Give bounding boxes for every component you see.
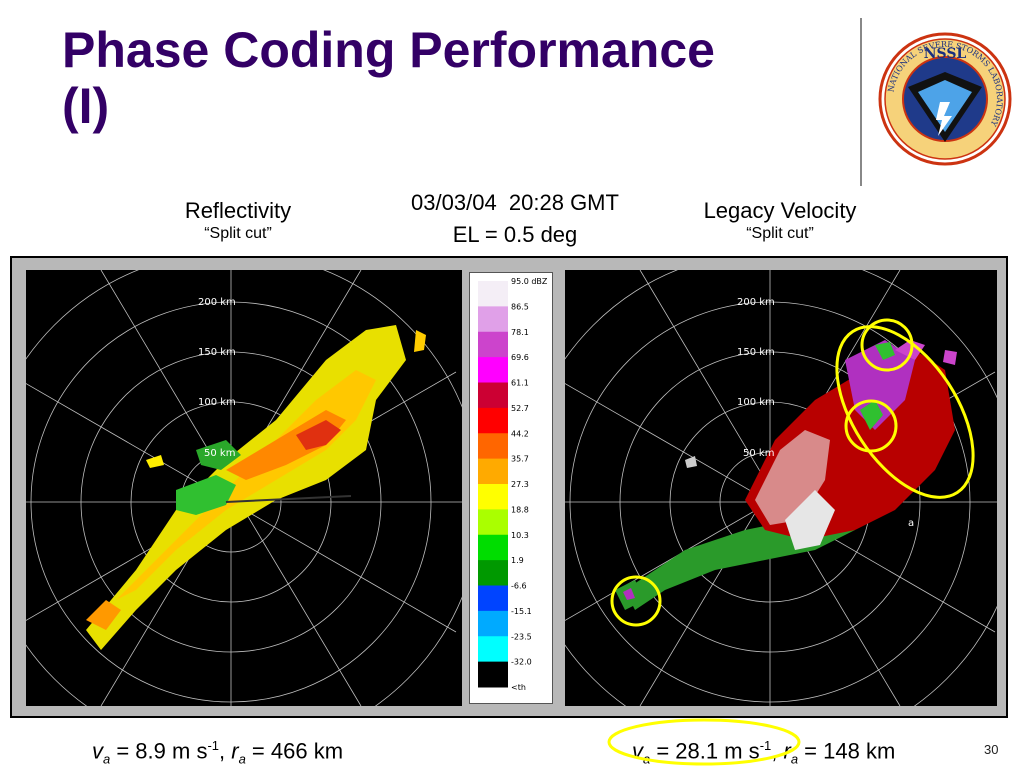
- colorbar-segment: [478, 407, 508, 434]
- right-v-symbol: v: [632, 738, 643, 764]
- slide-title-line1: Phase Coding Performance: [62, 22, 715, 78]
- colorbar-segment: [478, 433, 508, 460]
- right-caption-sub: “Split cut”: [746, 225, 814, 242]
- left-r-value: = 466 km: [245, 738, 344, 764]
- colorbar-tick-label: -23.5: [511, 632, 532, 641]
- colorbar-tick-label: 44.2: [511, 429, 529, 438]
- colorbar-tick-label: 10.3: [511, 531, 529, 540]
- highlight-circle-bottom-left: [610, 575, 662, 627]
- colorbar-segment: [478, 331, 508, 358]
- range-label-200-right: 200 km: [737, 297, 775, 308]
- range-label-150-right: 150 km: [737, 347, 775, 358]
- highlight-circles: [610, 318, 975, 627]
- nyquist-highlight-ellipse: [607, 718, 801, 766]
- left-caption-sub: “Split cut”: [204, 225, 272, 242]
- radial-artifact: [225, 495, 352, 503]
- left-nyquist-equation: va = 8.9 m s-1, ra = 466 km: [92, 732, 343, 774]
- colorbar-tick-label: <th: [511, 683, 526, 692]
- colorbar-segment: [478, 357, 508, 383]
- left-v-value: = 8.9 m s: [110, 738, 208, 764]
- colorbar-tick-label: 18.8: [511, 505, 529, 514]
- colorbar-tick-label: 86.5: [511, 302, 529, 311]
- right-caption-title: Legacy Velocity: [703, 198, 857, 223]
- right-r-value: = 148 km: [798, 738, 896, 764]
- left-v-sub: a: [103, 751, 111, 767]
- left-separator: ,: [219, 738, 232, 764]
- colorbar-segment: [478, 661, 508, 688]
- colorbar-tick-label: 61.1: [511, 379, 529, 388]
- colorbar-tick-label: 1.9: [511, 556, 524, 565]
- colorbar-tick-label: -6.6: [511, 582, 527, 591]
- range-label-100-right: 100 km: [737, 397, 775, 408]
- colorbar-segment: [478, 585, 508, 612]
- highlight-circle-top: [860, 318, 914, 372]
- right-caption: Legacy Velocity “Split cut”: [670, 198, 890, 244]
- center-caption: 03/03/04 20:28 GMT EL = 0.5 deg: [380, 188, 650, 252]
- slide-title: Phase Coding Performance (I): [62, 22, 715, 134]
- range-labels-right: 200 km 150 km 100 km 50 km a: [737, 297, 914, 529]
- range-label-100: 100 km: [198, 397, 236, 408]
- left-r-sub: a: [238, 751, 246, 767]
- reflectivity-panel: 200 km 150 km 100 km 50 km: [26, 270, 462, 706]
- colorbar-segment: [478, 636, 508, 663]
- left-v-sup: -1: [207, 738, 220, 753]
- range-marker-a: a: [908, 518, 914, 529]
- right-v-sup: -1: [759, 738, 772, 753]
- slide-title-line2: (I): [62, 78, 110, 134]
- colorbar-segment: [478, 534, 508, 561]
- elevation-label: EL = 0.5 deg: [452, 222, 578, 247]
- right-r-sub: a: [790, 751, 799, 767]
- colorbar-tick-label: 27.3: [511, 480, 529, 489]
- colorbar-tick-label: 52.7: [511, 404, 529, 413]
- logo-nssl-text: NSSL: [924, 46, 967, 62]
- velocity-image: 200 km 150 km 100 km 50 km a: [565, 270, 997, 706]
- colorbar-segment: [478, 484, 508, 510]
- right-v-value: = 28.1 m s: [650, 738, 760, 764]
- slide-number: 30: [984, 742, 999, 757]
- left-v-symbol: v: [92, 738, 103, 764]
- colorbar-segment: [478, 281, 508, 307]
- colorbar-tick-label: 35.7: [511, 455, 529, 464]
- colorbar-segment: [478, 610, 508, 637]
- colorbar-segment: [478, 306, 508, 333]
- reflectivity-image: 200 km 150 km 100 km 50 km: [26, 270, 462, 706]
- right-separator: ,: [771, 738, 784, 764]
- colorbar-tick-label: 95.0 dBZ: [511, 277, 548, 286]
- colorbar-tick-label: 69.6: [511, 353, 529, 362]
- datetime-label: 03/03/04 20:28 GMT: [411, 190, 619, 215]
- right-r-symbol: r: [783, 738, 791, 764]
- range-labels-left: 200 km 150 km 100 km 50 km: [198, 297, 236, 459]
- colorbar-tick-label: -15.1: [511, 607, 532, 616]
- title-divider: [860, 18, 862, 186]
- range-label-50: 50 km: [204, 448, 235, 459]
- range-label-200: 200 km: [198, 297, 236, 308]
- left-r-symbol: r: [231, 738, 239, 764]
- nssl-logo: NSSL NATIONAL SEVERE STORMS LABORATORY: [878, 32, 1012, 166]
- colorbar-segment: [478, 382, 508, 409]
- left-caption: Reflectivity “Split cut”: [148, 198, 328, 244]
- left-caption-title: Reflectivity: [184, 198, 292, 223]
- colorbar-segment: [478, 458, 508, 485]
- highlight-circle-middle: [844, 399, 898, 453]
- colorbar: 95.0 dBZ 86.5 78.1 69.6 61.1 52.7 44.2 35.7 27.3…: [469, 272, 553, 704]
- highlight-ellipse-large: [835, 325, 975, 499]
- reflectivity-echo: [86, 325, 426, 650]
- range-label-150: 150 km: [198, 347, 236, 358]
- velocity-panel: 200 km 150 km 100 km 50 km a: [565, 270, 997, 706]
- colorbar-segment: [478, 509, 508, 536]
- colorbar-tick-label: -32.0: [511, 658, 532, 667]
- colorbar-svg: 95.0 dBZ 86.5 78.1 69.6 61.1 52.7 44.2 35.7 27.3…: [478, 277, 548, 692]
- colorbar-segment: [478, 560, 508, 586]
- velocity-echo: [615, 340, 957, 610]
- range-label-50-right: 50 km: [743, 448, 774, 459]
- colorbar-tick-label: 78.1: [511, 328, 529, 337]
